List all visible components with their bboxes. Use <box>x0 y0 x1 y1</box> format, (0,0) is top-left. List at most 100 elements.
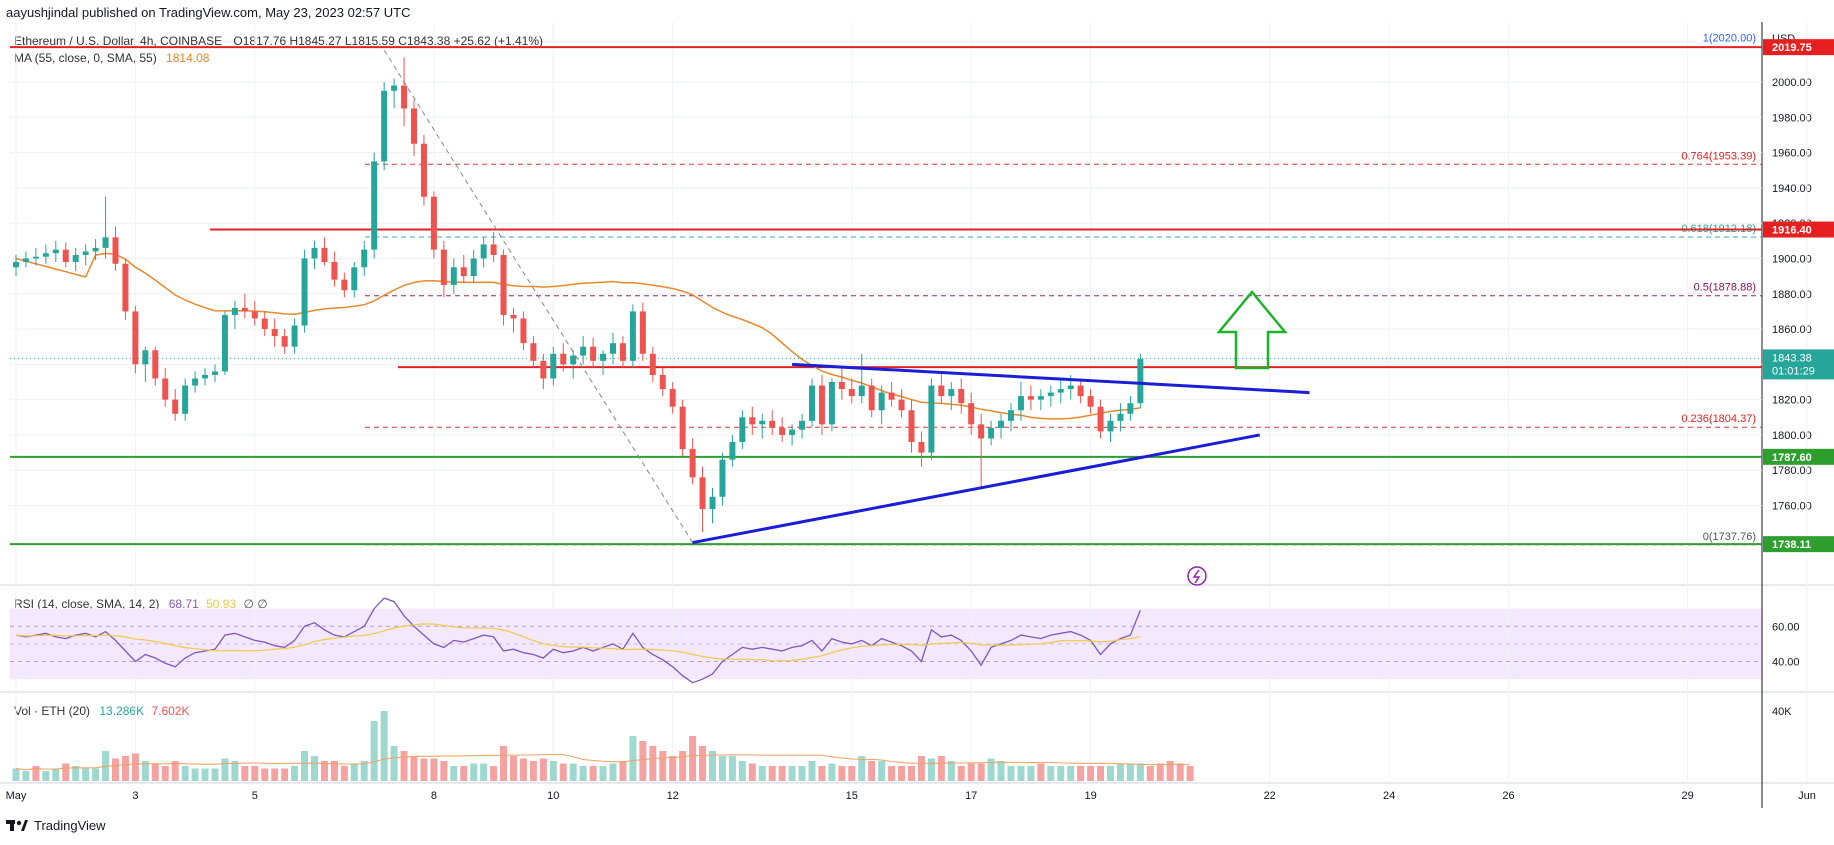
candle-body <box>719 459 726 497</box>
candle-body <box>520 318 527 344</box>
volume-bar <box>1097 766 1105 781</box>
volume-bar <box>689 736 697 781</box>
candle-body <box>72 254 79 262</box>
ma-value: 1814.08 <box>166 51 210 65</box>
candle-body <box>381 90 388 162</box>
fib-level-label: 0.236(1804.37) <box>1681 413 1756 425</box>
candle-body <box>918 442 925 453</box>
volume-bar <box>1057 766 1065 781</box>
volume-bar <box>221 758 229 781</box>
volume-bar <box>510 756 517 781</box>
price-tick-label: 1980.00 <box>1772 112 1812 124</box>
volume-bar <box>1176 763 1184 781</box>
candle-body <box>799 420 806 430</box>
volume-bar <box>848 766 856 781</box>
volume-bar <box>231 761 239 781</box>
candle-body <box>1137 359 1144 404</box>
candle-body <box>998 420 1005 428</box>
candle-body <box>888 392 895 400</box>
volume-bar <box>32 766 40 781</box>
volume-bar <box>629 736 637 781</box>
candle-body <box>1087 396 1094 407</box>
candle-body <box>112 237 119 264</box>
candle-body <box>669 389 676 407</box>
candle-body <box>1017 396 1024 411</box>
volume-bar <box>868 761 876 781</box>
volume-label: Vol · ETH (20) <box>14 704 91 718</box>
candle-body <box>1008 410 1014 421</box>
price-tick-label: 1800.00 <box>1772 430 1812 442</box>
candle-body <box>908 410 915 442</box>
volume-bar <box>908 766 915 781</box>
candle-body <box>530 343 537 361</box>
candle-body <box>102 237 109 248</box>
volume-bar <box>1126 763 1134 781</box>
volume-legend: Vol · ETH (20) 13.286K 7.602K <box>14 704 189 718</box>
level-price-tag-label: 1738.11 <box>1772 539 1811 551</box>
time-tick-label: 17 <box>965 790 977 802</box>
time-tick-label: 12 <box>667 790 679 802</box>
tradingview-logo[interactable]: TradingView <box>6 818 106 833</box>
candle-body <box>1117 413 1124 421</box>
ma-legend: MA (55, close, 0, SMA, 55) 1814.08 <box>14 51 209 65</box>
candle-body <box>351 267 358 291</box>
volume-bar <box>599 766 607 781</box>
volume-bar <box>937 756 945 781</box>
volume-bar <box>888 766 896 781</box>
candle-body <box>978 424 985 439</box>
candle-body <box>321 247 328 262</box>
volume-bar <box>281 768 289 781</box>
level-price-tag-label: 1916.40 <box>1772 225 1812 237</box>
volume-bar <box>1027 766 1035 781</box>
candle-body <box>818 385 825 425</box>
volume-bar <box>1017 766 1025 781</box>
candle-body <box>172 399 179 414</box>
volume-bar <box>340 766 348 781</box>
level-price-tag-label: 2019.75 <box>1772 42 1812 54</box>
volume-bar <box>758 766 766 781</box>
volume-bar <box>112 758 119 781</box>
volume-bar <box>1166 761 1174 781</box>
candle-body <box>1107 420 1114 432</box>
volume-ma-value: 7.602K <box>151 704 190 718</box>
candle-body <box>271 329 278 337</box>
volume-bar <box>460 766 468 781</box>
fib-level-label: 0.764(1953.39) <box>1681 150 1756 162</box>
volume-bar <box>470 763 478 781</box>
volume-bar <box>997 761 1005 781</box>
rsi-sma-line <box>15 623 1141 662</box>
price-tick-label: 1780.00 <box>1772 465 1812 477</box>
fib-level-label: 1(2020.00) <box>1703 33 1756 45</box>
volume-bar <box>778 766 786 781</box>
volume-bar <box>490 766 498 781</box>
time-tick-label: 19 <box>1084 790 1096 802</box>
volume-tick-label: 40K <box>1772 706 1792 718</box>
volume-bar <box>559 763 567 781</box>
candle-body <box>570 355 577 365</box>
candle-body <box>411 108 417 144</box>
price-tick-label: 2000.00 <box>1772 77 1812 89</box>
candle-body <box>42 253 49 257</box>
candle-body <box>420 143 427 197</box>
candle-body <box>221 314 228 372</box>
candle-body <box>639 311 646 354</box>
rsi-band <box>10 608 1762 680</box>
fib-level-label: 0.5(1878.88) <box>1694 282 1756 294</box>
volume-bar <box>569 763 577 781</box>
time-tick-label: 29 <box>1681 790 1693 802</box>
price-tick-label: 1880.00 <box>1772 289 1812 301</box>
volume-bar <box>141 761 149 781</box>
volume-bar <box>1007 766 1015 781</box>
candle-body <box>928 385 935 453</box>
candle-body <box>281 336 288 347</box>
volume-bar <box>798 766 806 781</box>
candle-body <box>212 371 218 375</box>
time-tick-label: 8 <box>431 790 437 802</box>
candle-body <box>600 353 607 361</box>
candle-body <box>1077 385 1084 397</box>
price-tick-label: 1860.00 <box>1772 324 1812 336</box>
candle-body <box>610 343 616 354</box>
candle-body <box>92 247 99 252</box>
volume-bar <box>828 763 836 781</box>
